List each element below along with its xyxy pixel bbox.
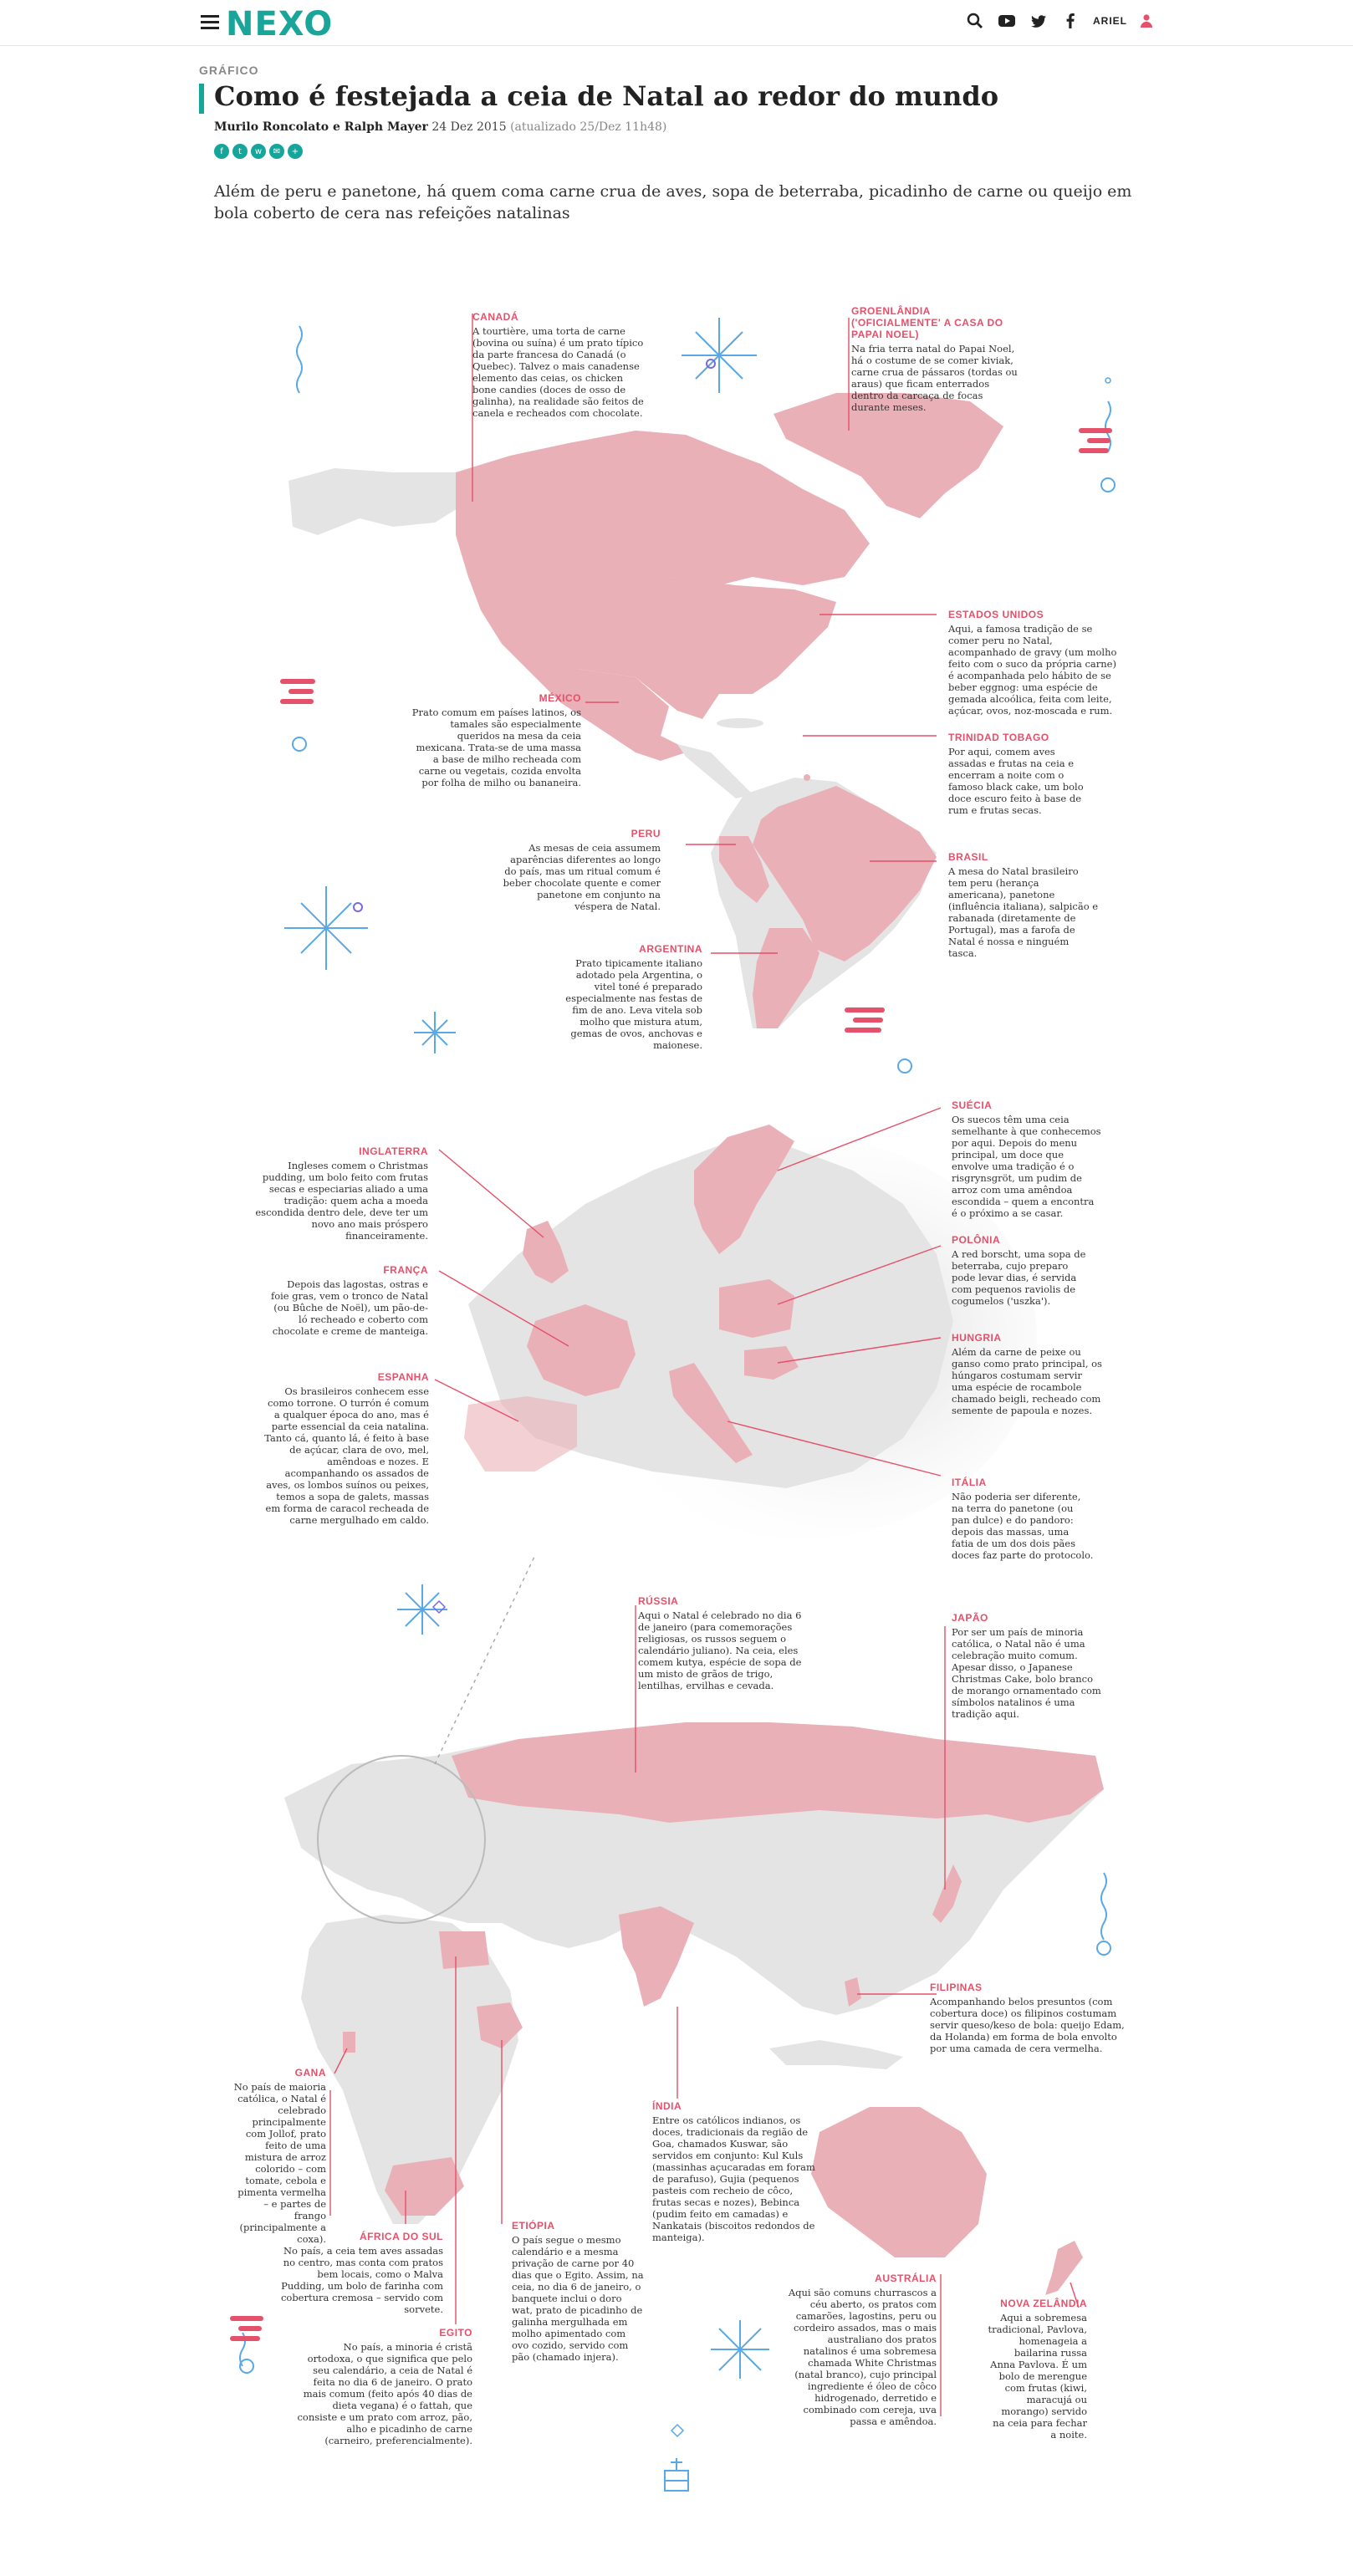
ethiopia-shape xyxy=(477,2002,523,2048)
hungary-shape xyxy=(744,1346,799,1380)
star-ornament-3 xyxy=(414,1012,456,1053)
ghana-shape xyxy=(343,2032,355,2053)
note-france: FRANÇA Depois das lagostas, ostras e foi… xyxy=(270,1264,428,1337)
spain-shape xyxy=(464,1396,577,1472)
greenland-shape xyxy=(774,393,1003,518)
egypt-shape xyxy=(439,1931,489,1969)
updated-date: (atualizado 25/Dez 11h48) xyxy=(510,120,667,134)
australia-shape xyxy=(811,2107,987,2257)
search-icon[interactable] xyxy=(966,12,984,30)
england-shape xyxy=(523,1221,569,1283)
twitter-icon[interactable] xyxy=(1029,12,1048,30)
note-sweden: SUÉCIA Os suecos têm uma ceia semelhante… xyxy=(952,1099,1101,1219)
note-egypt: EGITO No país, a minoria é cristã ortodo… xyxy=(297,2327,472,2446)
note-ghana: GANA No país de maioria católica, o Nata… xyxy=(233,2067,326,2245)
stripe-ornament-3 xyxy=(845,1007,885,1033)
star-ornament-1 xyxy=(682,318,757,393)
decorative-ornaments xyxy=(230,318,1116,2492)
italy-shape xyxy=(669,1363,753,1463)
note-usa: ESTADOS UNIDOS Aqui, a famosa tradição d… xyxy=(948,609,1117,717)
note-spain: ESPANHA Os brasileiros conhecem esse com… xyxy=(264,1371,429,1526)
note-canada: CANADÁ A tourtière, uma torta de carne (… xyxy=(472,311,644,419)
gift-ornament xyxy=(664,2458,689,2492)
note-south-africa: ÁFRICA DO SUL No país, a ceia tem aves a… xyxy=(280,2231,443,2315)
stripe-ornament-2 xyxy=(280,679,315,704)
note-philippines: FILIPINAS Acompanhando belos presuntos (… xyxy=(930,1982,1125,2054)
stripe-ornament-4 xyxy=(230,2316,263,2341)
japan-shape xyxy=(932,1864,962,1923)
france-shape xyxy=(527,1304,636,1396)
publish-date: 24 Dez 2015 xyxy=(431,120,507,134)
byline: Murilo Roncolato e Ralph Mayer 24 Dez 20… xyxy=(214,120,666,134)
europe-magnifier xyxy=(317,1755,486,1924)
note-mexico: MÉXICO Prato comum em países latinos, os… xyxy=(411,692,581,788)
plus-icon[interactable]: + xyxy=(288,144,303,159)
sweden-shape xyxy=(694,1125,794,1254)
share-bar: f t w ✉ + xyxy=(214,144,303,159)
poland-shape xyxy=(719,1279,794,1338)
facebook-icon[interactable] xyxy=(1061,12,1080,30)
authors[interactable]: Murilo Roncolato e Ralph Mayer xyxy=(214,120,428,134)
note-hungary: HUNGRIA Além da carne de peixe ou ganso … xyxy=(952,1332,1102,1416)
note-brazil: BRASIL A mesa do Natal brasileiro tem pe… xyxy=(948,851,1099,959)
philippines-shape xyxy=(845,1977,861,2007)
note-russia: RÚSSIA Aqui o Natal é celebrado no dia 6… xyxy=(638,1595,802,1691)
note-england: INGLATERRA Ingleses comem o Christmas pu… xyxy=(255,1145,428,1242)
south-africa-shape xyxy=(385,2157,464,2216)
email-icon[interactable]: ✉ xyxy=(269,144,284,159)
top-actions: ARIEL xyxy=(966,12,1152,30)
brazil-shape xyxy=(753,786,937,962)
cuba-shape xyxy=(717,718,763,728)
central-america-shape xyxy=(677,744,753,798)
russia-shape xyxy=(452,1722,1104,1823)
peru-shape xyxy=(719,836,769,903)
note-australia: AUSTRÁLIA Aqui são comuns churrascos a c… xyxy=(788,2272,937,2427)
note-ethiopia: ETIÓPIA O país segue o mesmo calendário … xyxy=(512,2220,644,2363)
europe-base xyxy=(468,1145,953,1488)
star-ornament-5 xyxy=(711,2320,769,2379)
article-title: Como é festejada a ceia de Natal ao redo… xyxy=(214,80,999,112)
note-trinidad: TRINIDAD TOBAGO Por aqui, comem aves ass… xyxy=(948,732,1084,816)
note-poland: POLÔNIA A red borscht, uma sopa de beter… xyxy=(952,1234,1086,1307)
note-greenland: GROENLÂNDIA ('OFICIALMENTE' A CASA DO PA… xyxy=(851,305,1018,413)
stripe-ornament-1 xyxy=(1079,428,1112,453)
article-lead: Além de peru e panetone, há quem coma ca… xyxy=(214,182,1132,222)
note-japan: JAPÃO Por ser um país de minoria católic… xyxy=(952,1612,1101,1720)
twitter-icon[interactable]: t xyxy=(232,144,248,159)
canada-shape xyxy=(456,431,870,585)
user-icon[interactable] xyxy=(1141,14,1152,28)
section-label[interactable]: GRÁFICO xyxy=(199,64,259,77)
note-peru: PERU As mesas de ceia assumem aparências… xyxy=(503,828,661,912)
top-bar: NEXO ARIEL xyxy=(0,0,1353,46)
note-italy: ITÁLIA Não poderia ser diferente, na ter… xyxy=(952,1477,1094,1561)
note-india: ÍNDIA Entre os católicos indianos, os do… xyxy=(652,2100,815,2243)
india-shape xyxy=(619,1906,694,2007)
new-zealand-shape xyxy=(1045,2241,1083,2295)
youtube-icon[interactable] xyxy=(998,12,1016,30)
trinidad-dot xyxy=(804,774,810,781)
star-ornament-2 xyxy=(284,886,368,970)
europe-map xyxy=(464,1125,1037,1538)
star-ornament-4 xyxy=(397,1584,447,1635)
africa-base xyxy=(301,1915,518,2224)
usa-shape xyxy=(468,577,836,719)
menu-icon[interactable] xyxy=(201,15,219,30)
facebook-icon[interactable]: f xyxy=(214,144,229,159)
title-accent-bar xyxy=(199,84,204,114)
leader-lines xyxy=(329,314,1080,2416)
world-map xyxy=(284,1554,1104,2295)
alaska-shape xyxy=(288,468,468,535)
nexo-logo[interactable]: NEXO xyxy=(226,5,334,43)
user-name[interactable]: ARIEL xyxy=(1093,15,1127,27)
note-argentina: ARGENTINA Prato tipicamente italiano ado… xyxy=(565,943,702,1051)
whatsapp-icon[interactable]: w xyxy=(251,144,266,159)
note-new-zealand: NOVA ZELÂNDIA Aqui a sobremesa tradicion… xyxy=(988,2298,1088,2441)
americas-map xyxy=(288,393,1003,1028)
indonesia-shape xyxy=(769,2040,903,2069)
